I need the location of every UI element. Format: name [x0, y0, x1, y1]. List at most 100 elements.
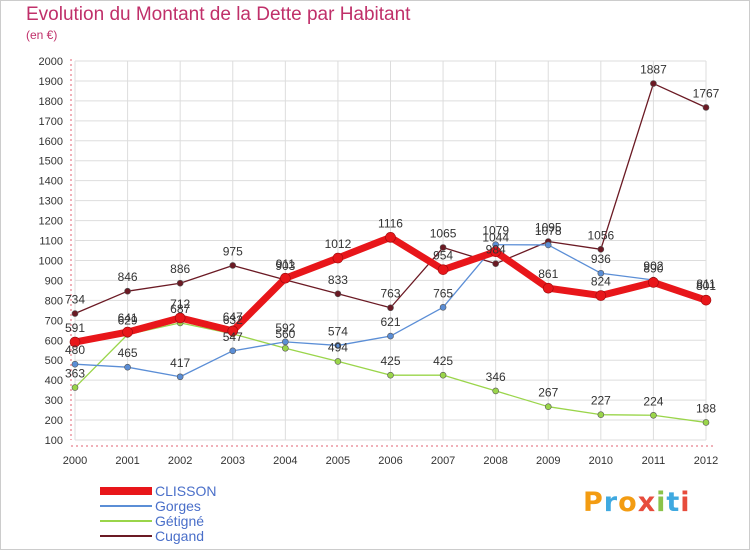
y-tick-label: 700	[45, 315, 63, 327]
data-label: 574	[328, 324, 348, 338]
legend-label: Gétigné	[155, 513, 205, 529]
data-point	[229, 262, 237, 269]
y-tick-label: 1200	[39, 216, 63, 228]
data-label: 621	[380, 315, 400, 329]
data-point	[702, 419, 710, 426]
data-label: 346	[486, 370, 506, 384]
data-point	[282, 344, 289, 352]
data-label: 911	[276, 257, 295, 271]
data-label: 1078	[535, 224, 562, 238]
data-label: 629	[118, 313, 138, 327]
data-label: 425	[380, 354, 400, 368]
data-point	[124, 363, 131, 371]
logo-letter: i	[656, 487, 667, 518]
data-label: 954	[433, 249, 453, 263]
data-point	[71, 360, 79, 368]
data-point	[597, 246, 605, 253]
data-point	[176, 373, 184, 381]
x-tick-label: 2005	[326, 455, 350, 467]
chart-title: Evolution du Montant de la Dette par Hab…	[26, 4, 411, 25]
logo-letter: i	[680, 487, 691, 518]
data-point	[597, 269, 605, 277]
data-label: 846	[118, 270, 138, 284]
y-tick-label: 600	[45, 335, 63, 347]
series-layer	[69, 80, 712, 426]
data-point	[490, 246, 501, 257]
x-tick-label: 2010	[589, 455, 613, 467]
logo-letter: P	[583, 487, 604, 518]
y-tick-label: 1900	[39, 76, 63, 88]
data-label: 1116	[378, 216, 403, 230]
y-tick-label: 1000	[39, 255, 63, 267]
y-tick-label: 1800	[39, 96, 63, 108]
data-label: 227	[591, 394, 611, 408]
data-label: 641	[118, 311, 138, 325]
data-label: 592	[275, 321, 295, 335]
proxiti-logo: Proxiti	[583, 487, 691, 518]
data-point	[387, 371, 394, 379]
data-label: 465	[118, 346, 138, 360]
legend-label: Gorges	[155, 498, 201, 514]
data-label: 1065	[430, 227, 457, 241]
y-tick-label: 1600	[39, 136, 63, 148]
x-tick-label: 2007	[431, 455, 455, 467]
data-label: 1079	[482, 224, 509, 238]
data-label: 647	[223, 310, 243, 324]
data-label: 765	[433, 286, 453, 300]
data-point	[229, 347, 237, 355]
data-point	[700, 294, 712, 306]
data-point	[437, 264, 449, 275]
legend-swatch	[100, 487, 152, 495]
data-label: 1044	[482, 231, 509, 245]
y-tick-label: 100	[45, 435, 63, 447]
data-label: 975	[223, 244, 243, 258]
data-point	[650, 80, 657, 87]
data-label: 1056	[587, 228, 614, 242]
data-point	[124, 287, 131, 295]
data-point	[71, 310, 79, 317]
data-label: 188	[696, 401, 716, 415]
y-tick-label: 500	[45, 355, 63, 367]
data-point	[597, 411, 605, 418]
data-point	[280, 272, 291, 284]
data-point	[544, 403, 552, 410]
y-tick-label: 1300	[39, 196, 63, 208]
data-point	[650, 411, 657, 419]
data-point	[544, 241, 552, 249]
data-point	[702, 104, 710, 111]
data-label: 591	[65, 321, 85, 335]
data-point	[492, 387, 499, 395]
data-point	[492, 260, 499, 267]
data-label: 1887	[640, 63, 667, 77]
data-label: 480	[65, 343, 85, 357]
data-point	[385, 232, 396, 243]
y-tick-label: 400	[45, 375, 63, 387]
y-tick-label: 800	[45, 295, 63, 307]
data-label: 425	[433, 354, 453, 368]
data-label: 861	[538, 267, 558, 281]
data-point	[174, 312, 186, 324]
y-tick-label: 1100	[39, 236, 63, 248]
data-label: 560	[275, 327, 295, 341]
legend-label: CLISSON	[155, 483, 217, 499]
data-point	[282, 338, 289, 346]
data-label: 902	[643, 259, 663, 273]
x-tick-label: 2006	[378, 455, 402, 467]
data-label: 363	[65, 367, 85, 381]
x-tick-label: 2003	[221, 455, 245, 467]
data-point	[227, 325, 239, 337]
data-point	[176, 279, 184, 287]
data-label: 687	[170, 302, 190, 316]
data-point	[648, 277, 659, 288]
data-point	[595, 290, 607, 301]
legend-label: Cugand	[155, 528, 205, 544]
data-label: 494	[328, 340, 348, 354]
logo-letter: x	[637, 487, 657, 518]
logo-letter: o	[618, 487, 638, 518]
y-tick-label: 1400	[39, 176, 63, 188]
data-label: 890	[643, 261, 663, 275]
y-tick-label: 300	[45, 395, 63, 407]
legend-swatch	[100, 505, 152, 507]
x-tick-label: 2011	[642, 455, 666, 467]
